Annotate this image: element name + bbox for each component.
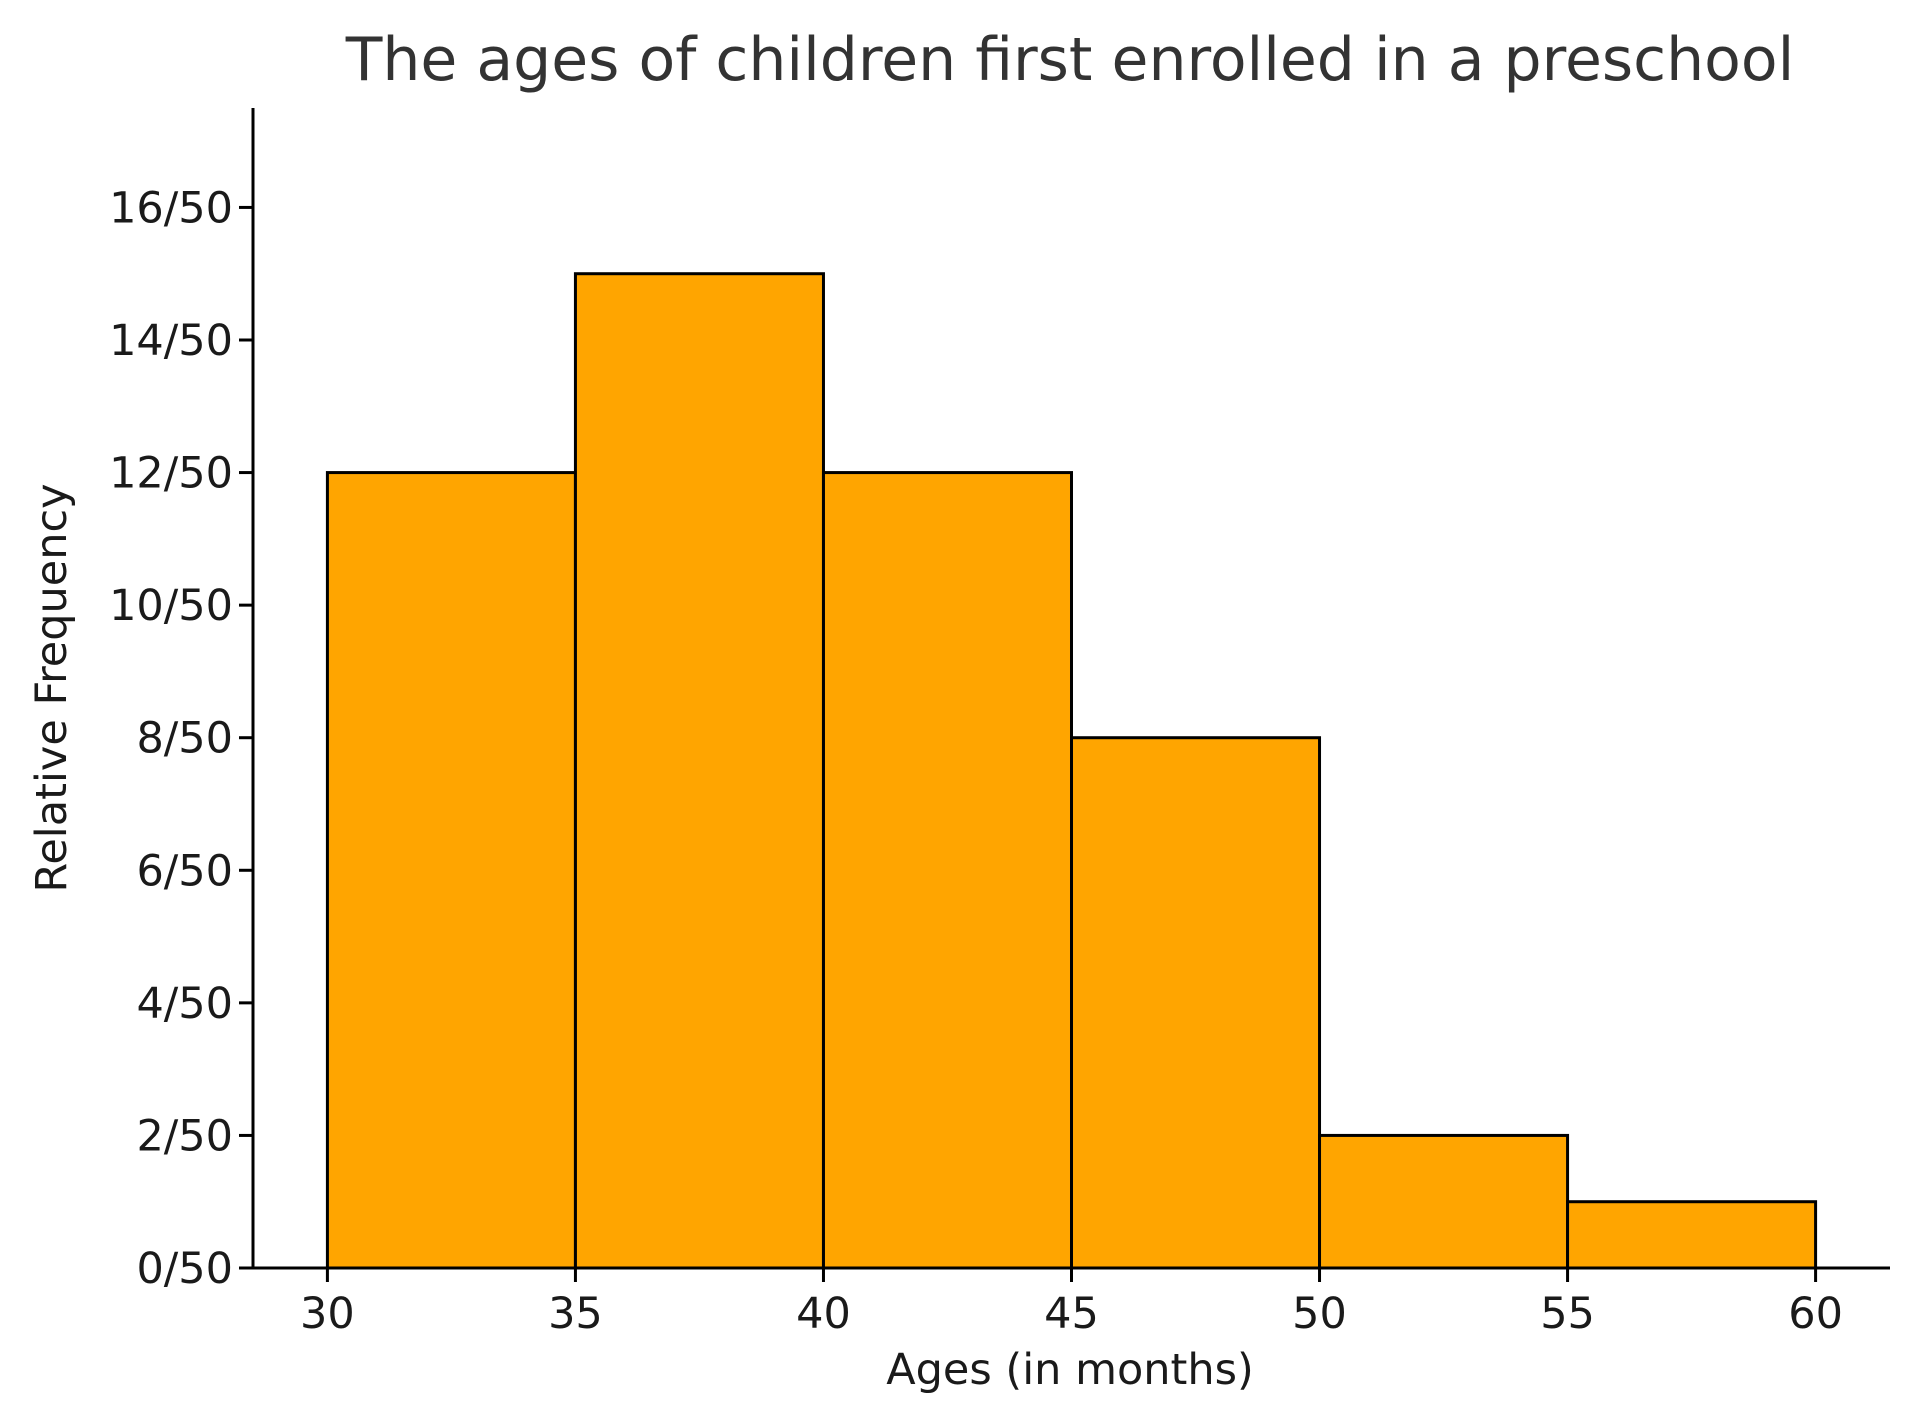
y-tick-label: 12/50 [109,449,233,499]
y-tick-label: 10/50 [109,581,233,631]
x-tick-label: 45 [1044,1289,1099,1339]
histogram-bar-45-50 [1070,736,1322,1270]
histogram-bar-55-60 [1566,1200,1818,1270]
x-tick-label: 30 [300,1289,355,1339]
histogram-bar-40-45 [821,471,1074,1270]
x-tick-label: 60 [1788,1289,1843,1339]
bars-group [325,272,1818,1270]
y-tick-label: 2/50 [136,1111,233,1161]
x-axis-label: Ages (in months) [886,1345,1254,1395]
x-tick-label: 40 [796,1289,851,1339]
y-tick-label: 14/50 [109,316,233,366]
y-tick-label: 4/50 [136,979,233,1029]
histogram-bar-50-55 [1318,1133,1570,1270]
y-tick-label: 16/50 [109,183,233,233]
x-tick-label: 50 [1292,1289,1347,1339]
y-tick-label: 8/50 [136,714,233,764]
y-tick-label: 0/50 [136,1244,233,1294]
y-axis-label: Relative Frequency [27,483,77,892]
x-tick-label: 55 [1540,1289,1595,1339]
histogram-bar-35-40 [573,272,825,1270]
chart-title: The ages of children first enrolled in a… [345,25,1795,95]
x-tick-label: 35 [548,1289,603,1339]
x-ticks-group: 30 35 40 45 50 55 60 [300,1268,1843,1339]
y-tick-label: 6/50 [136,846,233,896]
y-ticks-group: 0/50 2/50 4/50 6/50 8/50 10/50 12/50 14/50 16/50 [109,183,253,1294]
histogram-bar-30-35 [325,471,577,1270]
